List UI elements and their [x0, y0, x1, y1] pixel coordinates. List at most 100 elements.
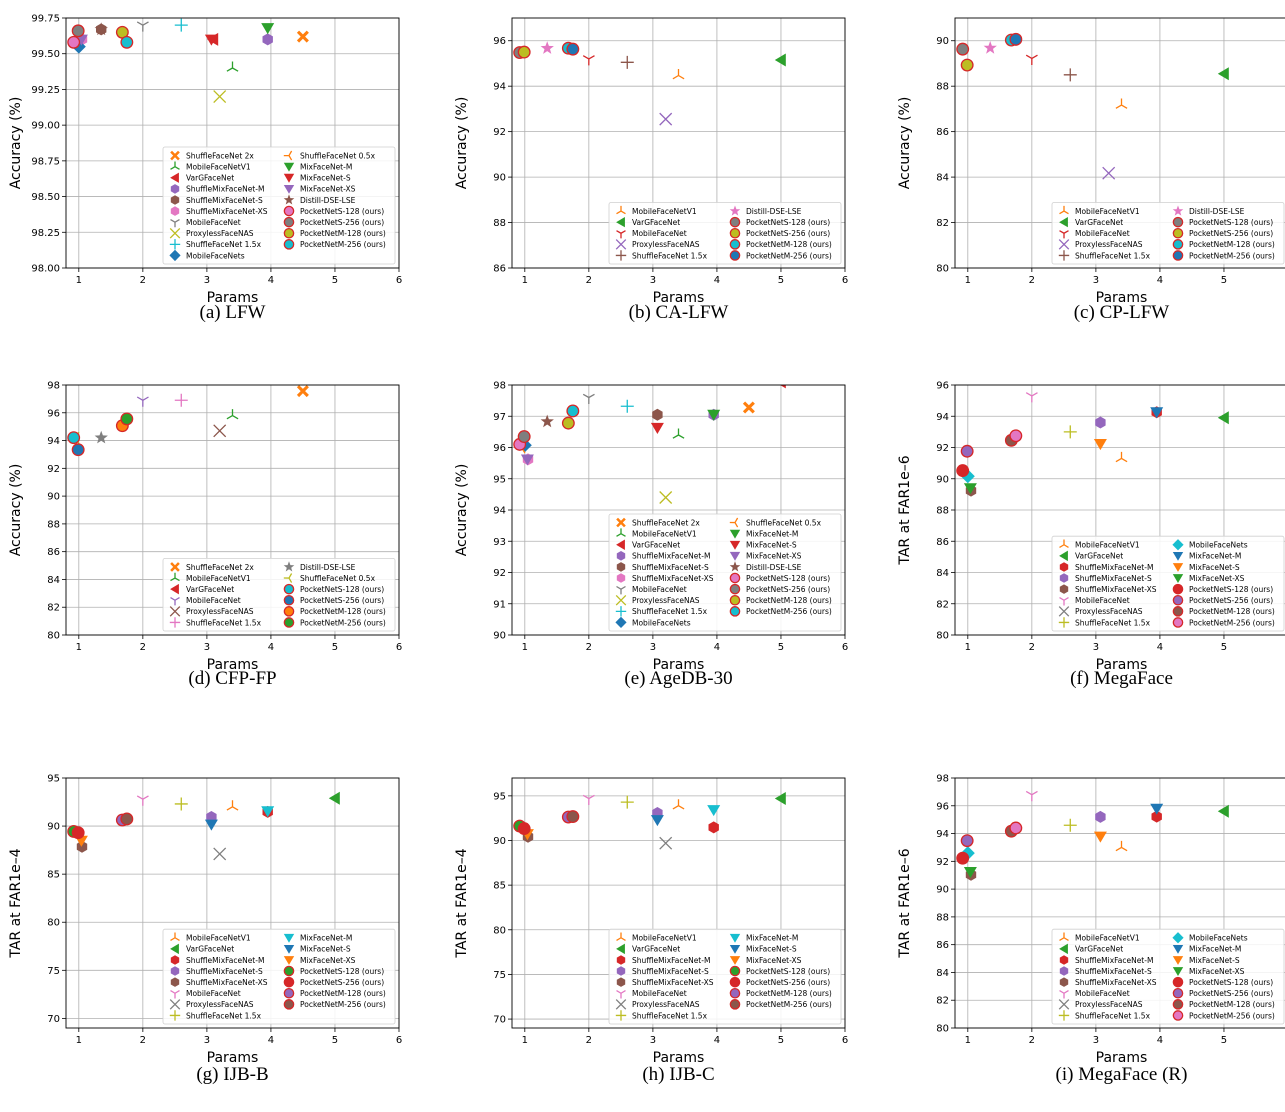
data-point	[983, 41, 997, 54]
legend-label: ProxylessFaceNAS	[632, 596, 700, 605]
chart-panel-9: 12345680828486889092949698ParamsTAR at F…	[897, 774, 1285, 1066]
data-point	[672, 428, 685, 439]
legend-label: ProxylessFaceNAS	[186, 1000, 254, 1009]
y-tick-label: 86	[936, 940, 949, 951]
data-point	[1095, 416, 1106, 429]
x-tick-label: 5	[778, 275, 784, 286]
y-tick-label: 96	[493, 36, 506, 47]
figure-caption: (i) MegaFace (R)	[1055, 1064, 1188, 1085]
legend-marker	[283, 583, 295, 595]
legend-box	[1051, 202, 1285, 265]
legend-label: PocketNetM-256 (ours)	[1189, 251, 1275, 260]
legend-marker	[1172, 205, 1184, 216]
legend: ShuffleFaceNet 2x MobileFaceNetV1 VarGFace…	[162, 558, 396, 632]
y-axis-label: Accuracy (%)	[8, 97, 24, 190]
legend-label: MobileFaceNets	[1189, 934, 1248, 943]
legend-marker	[283, 216, 295, 228]
legend-label: MobileFaceNetV1	[1075, 934, 1140, 943]
legend-marker	[616, 932, 626, 941]
axes-frame	[65, 777, 400, 1029]
legend-marker	[616, 955, 626, 965]
data-point	[1095, 810, 1106, 823]
x-tick-label: 6	[842, 1035, 848, 1046]
y-tick-label: 70	[47, 1014, 60, 1025]
legend-label: PocketNetM-128 (ours)	[300, 989, 386, 998]
legend-marker	[283, 561, 295, 572]
y-tick-label: 88	[936, 912, 949, 923]
legend-marker	[1058, 617, 1070, 628]
x-tick-label: 6	[842, 275, 848, 286]
x-tick-label: 5	[778, 1035, 784, 1046]
y-axis-label: TAR at FAR1e–6	[897, 455, 913, 565]
legend-marker	[729, 965, 741, 977]
legend-marker	[616, 551, 626, 561]
legend-label: ShuffleMixFaceNet-S	[186, 967, 263, 976]
data-point	[1009, 32, 1023, 46]
legend-marker	[283, 150, 293, 161]
legend-marker	[283, 987, 295, 999]
y-tick-label: 90	[936, 36, 949, 47]
legend-label: ProxylessFaceNAS	[632, 1000, 700, 1009]
legend-label: PocketNetM-256 (ours)	[300, 618, 386, 627]
legend-marker	[169, 617, 181, 628]
legend-marker	[283, 239, 295, 250]
legend-marker	[616, 217, 625, 228]
legend-label: VarGFaceNet	[186, 945, 234, 954]
legend-box	[1051, 535, 1285, 632]
legend-marker	[615, 1010, 627, 1021]
legend-marker	[283, 173, 295, 183]
legend-marker	[170, 572, 180, 582]
y-axis-label: TAR at FAR1e–6	[897, 848, 913, 958]
legend-marker	[1058, 1010, 1070, 1021]
legend-marker	[1058, 250, 1070, 261]
legend-label: ShuffleFaceNet 1.5x	[1075, 251, 1151, 260]
data-point	[540, 41, 554, 54]
data-point	[1217, 804, 1229, 818]
legend-marker	[1059, 597, 1069, 606]
data-point	[1093, 439, 1107, 451]
legend-label: ProxylessFaceNAS	[632, 240, 700, 249]
legend-label: PocketNetM-128 (ours)	[1189, 240, 1275, 249]
data-point	[659, 112, 673, 126]
legend-label: MixFaceNet-M	[746, 529, 798, 538]
data-point	[136, 396, 149, 407]
data-point	[262, 33, 273, 46]
y-tick-label: 86	[936, 537, 949, 548]
data-point	[94, 22, 108, 36]
chart-panel-4: 1 2 3 4 5 6 80 82 84 86 88 90 92 94 96 98 Params Accuracy…	[8, 381, 402, 674]
legend-label: ShuffleMixFaceNet-M	[1075, 563, 1153, 572]
data-point	[780, 385, 786, 389]
legend-box	[608, 202, 842, 265]
x-tick-label: 1	[965, 642, 971, 653]
legend-marker	[283, 976, 295, 988]
y-tick-label: 98.00	[31, 264, 60, 275]
legend-marker	[170, 990, 180, 999]
data-points	[67, 18, 309, 104]
data-point	[1103, 371, 1115, 383]
y-axis-label: Accuracy (%)	[8, 464, 24, 557]
legend-label: VarGFaceNet	[1075, 945, 1123, 954]
data-point	[136, 21, 149, 32]
data-point	[213, 424, 227, 438]
x-tick-label: 4	[1157, 1035, 1163, 1046]
data-point	[960, 444, 974, 458]
legend-label: VarGFaceNet	[1075, 552, 1123, 561]
legend-marker	[615, 239, 627, 250]
legend-label: ShuffleMixFaceNet-S	[1075, 967, 1152, 976]
legend-marker	[729, 987, 741, 999]
data-point	[1151, 810, 1162, 823]
legend-label: PocketNetM-256 (ours)	[300, 240, 386, 249]
legend-label: MobileFaceNets	[1189, 541, 1248, 550]
legend-label: PocketNetM-256 (ours)	[746, 1000, 832, 1009]
data-point	[71, 826, 85, 840]
legend-label: ShuffleMixFaceNet-XS	[1075, 585, 1157, 594]
legend-marker	[729, 976, 741, 988]
legend-marker	[1172, 976, 1184, 988]
legend-label: ProxylessFaceNAS	[1075, 607, 1143, 616]
figure-caption: (b) CA-LFW	[628, 302, 729, 323]
legend-marker	[729, 216, 741, 228]
data-point	[1025, 790, 1038, 802]
legend-marker	[729, 572, 741, 584]
legend-marker	[170, 195, 180, 205]
y-axis-label: TAR at FAR1e–4	[8, 848, 24, 958]
